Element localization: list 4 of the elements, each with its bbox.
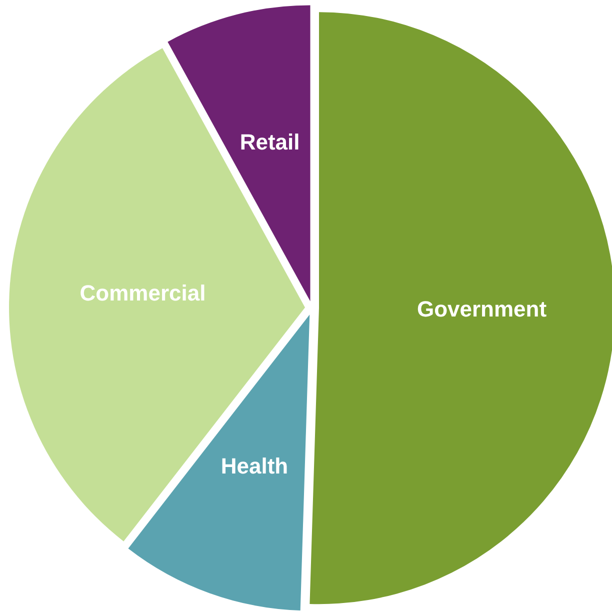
slice-label: Health: [220, 454, 288, 479]
slice-label: Commercial: [80, 280, 206, 306]
slice-label: Government: [416, 296, 548, 322]
slice-label: Retail: [240, 129, 300, 154]
